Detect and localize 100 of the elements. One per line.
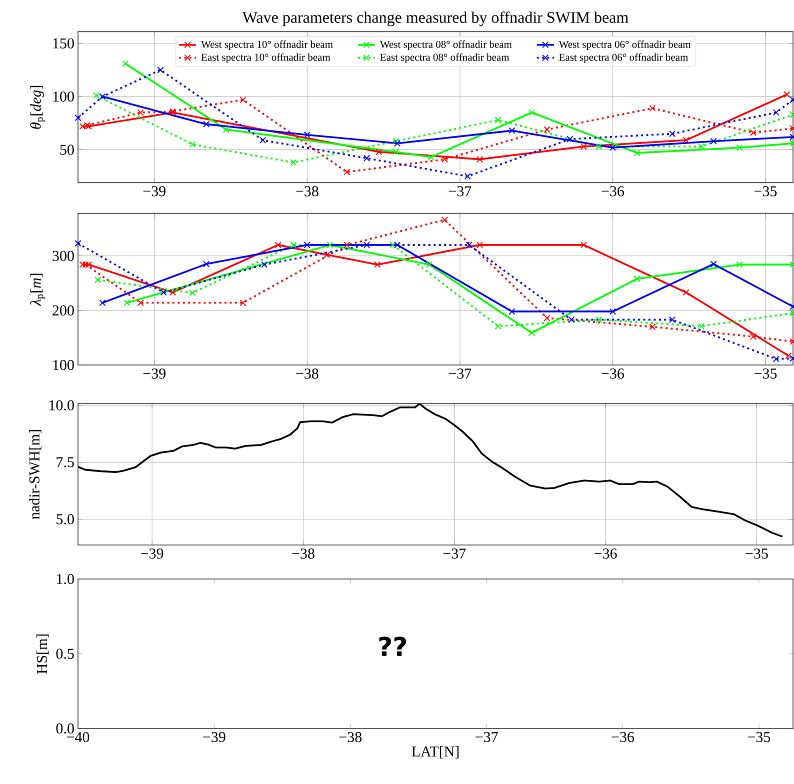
point <box>428 154 434 160</box>
point <box>394 140 401 147</box>
point <box>363 154 370 162</box>
point <box>580 143 588 150</box>
x-tick-label: −35 <box>748 732 770 742</box>
point <box>580 242 588 248</box>
point <box>710 138 717 145</box>
point <box>682 289 690 296</box>
point <box>441 216 448 224</box>
point <box>137 109 144 116</box>
point <box>344 168 350 176</box>
point <box>698 143 705 150</box>
x-tick-label: −36 <box>612 732 634 742</box>
point <box>137 299 144 306</box>
x-tick-label: −35 <box>746 548 768 559</box>
point <box>784 91 790 98</box>
point <box>93 92 100 99</box>
x-tick-label: −39 <box>203 732 226 742</box>
x-tick-label: −36 <box>602 186 624 196</box>
point <box>464 172 471 180</box>
point <box>528 329 536 336</box>
y-tick-label: 1.0 <box>57 574 74 584</box>
x-tick-label: −37 <box>476 732 498 742</box>
x-tick-label: −37 <box>448 368 472 379</box>
point <box>74 240 82 247</box>
point <box>668 316 676 324</box>
point <box>240 299 246 306</box>
point <box>290 159 297 166</box>
x-tick-label: −39 <box>143 186 166 196</box>
y-tick-label: 200 <box>52 305 74 316</box>
x-tick-label: −38 <box>296 368 318 379</box>
point <box>596 316 602 324</box>
x-tick-label: −40 <box>67 732 90 742</box>
point <box>240 96 246 104</box>
x-tick-label: −39 <box>143 368 166 379</box>
point <box>374 261 381 268</box>
point <box>682 136 690 144</box>
point <box>304 132 310 138</box>
y-axis-title: θ$_{p}$[deg] <box>30 86 46 129</box>
point <box>290 242 297 248</box>
point <box>304 242 310 248</box>
point <box>122 60 129 67</box>
legend-label: East spectra 08° offnadir beam <box>380 53 510 63</box>
point <box>260 136 266 144</box>
point <box>376 148 382 156</box>
point <box>710 260 717 268</box>
point <box>189 141 196 148</box>
y-axis-title: HS[m] <box>36 634 49 674</box>
point <box>124 299 130 306</box>
x-tick-label: −35 <box>754 186 777 196</box>
point <box>466 242 472 248</box>
y-tick-label: 5.0 <box>56 514 74 524</box>
point <box>736 261 743 268</box>
point <box>476 242 484 248</box>
x-tick-label: −35 <box>754 368 777 379</box>
point <box>634 150 641 156</box>
point <box>544 314 550 322</box>
y-tick-label: 100 <box>53 91 74 102</box>
point <box>426 261 433 268</box>
point <box>528 109 536 116</box>
legend-label: West spectra 06° offnadir beam <box>558 40 691 50</box>
x-tick-label: −36 <box>594 548 617 559</box>
point <box>609 144 616 151</box>
point <box>476 156 484 163</box>
point <box>750 129 757 136</box>
point <box>649 104 656 112</box>
point <box>326 242 334 248</box>
point <box>222 126 230 133</box>
point <box>363 242 370 248</box>
point <box>99 299 106 306</box>
point <box>772 356 780 362</box>
y-tick-label: 150 <box>53 38 74 48</box>
point <box>634 275 641 282</box>
point <box>169 289 176 296</box>
point <box>508 308 516 315</box>
point <box>596 143 602 150</box>
point <box>494 322 502 330</box>
point <box>566 136 574 142</box>
x-tick-label: −38 <box>339 732 362 742</box>
point <box>324 251 330 258</box>
x-axis-title: LAT[N] <box>412 746 459 758</box>
point <box>750 333 757 340</box>
point <box>203 260 210 268</box>
y-tick-label: 0.5 <box>56 648 74 659</box>
point <box>394 242 401 248</box>
y-tick-label: 100 <box>53 360 74 370</box>
y-axis-title: nadir-SWH[m] <box>28 430 42 520</box>
y-tick-label: 300 <box>52 250 74 261</box>
x-tick-label: −39 <box>141 548 164 559</box>
point <box>392 138 400 145</box>
point <box>94 276 102 284</box>
x-tick-label: −36 <box>602 368 624 379</box>
point <box>189 290 196 296</box>
line-series <box>78 403 784 538</box>
legend-label: West spectra 10° offnadir beam <box>201 40 333 50</box>
point <box>74 114 82 122</box>
point <box>736 144 743 151</box>
point <box>160 289 167 296</box>
point <box>772 109 780 116</box>
y-tick-label: 7.5 <box>56 457 74 468</box>
